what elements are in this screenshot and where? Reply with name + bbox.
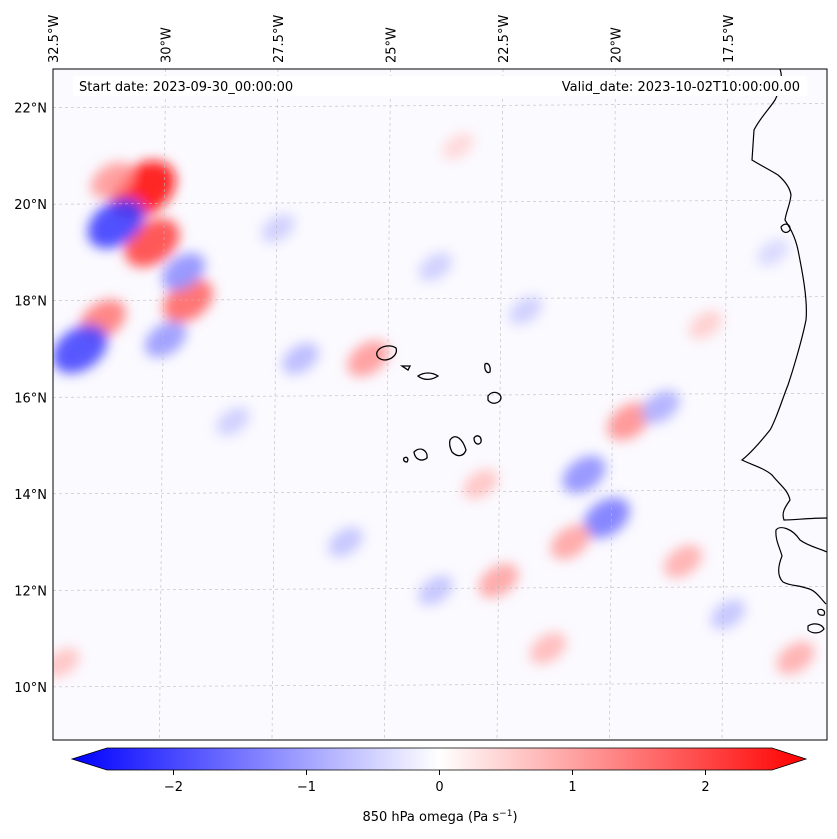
bissagos-islands	[807, 608, 826, 634]
lon-tick-label: 22.5°W	[497, 15, 512, 63]
colorbar-tick-label: −2	[164, 780, 183, 795]
omega-cell-8	[90, 162, 133, 199]
guinea-coastline	[775, 527, 827, 605]
coastal-islet	[780, 223, 791, 233]
lon-tick-label: 32.5°W	[47, 15, 62, 63]
meridian-line-6	[721, 69, 729, 740]
lon-tick-label: 30°W	[160, 27, 175, 63]
island-brava	[402, 456, 409, 463]
colorbar-label: 850 hPa omega (Pa s−1)	[362, 809, 517, 825]
island-sao-nicolau	[416, 372, 440, 381]
lat-tick-label: 12°N	[14, 584, 47, 599]
graticule	[53, 69, 827, 740]
island-sao-vicente	[399, 365, 412, 371]
longitude-tick-labels: 32.5°W 30°W 27.5°W 25°W 22.5°W 20°W 17.5°W	[47, 15, 737, 63]
map-background	[53, 69, 827, 740]
map-frame	[52, 68, 828, 741]
island-fogo	[413, 448, 428, 461]
africa-coastline	[740, 69, 827, 521]
island-boa-vista	[487, 391, 502, 404]
lon-tick-label: 20°W	[610, 27, 625, 63]
meridian-line-2	[271, 69, 279, 740]
omega-cell-2	[87, 198, 145, 249]
island-santiago	[448, 436, 467, 457]
island-santo-antao	[376, 345, 398, 361]
colorbar-tick-label: 2	[701, 780, 709, 795]
latitude-tick-labels: 10°N 12°N 14°N 16°N 18°N 20°N 22°N	[14, 102, 47, 696]
omega-cell-24	[261, 214, 295, 243]
omega-cell-29	[442, 132, 474, 160]
omega-cell-27	[216, 407, 250, 436]
lat-tick-label: 20°N	[14, 198, 47, 213]
meridian-line-5	[609, 69, 616, 740]
coastlines	[740, 69, 827, 634]
meridian-line-0	[53, 69, 54, 103]
start-date-label: Start date: 2023-09-30_00:00:00	[79, 80, 293, 95]
lon-tick-label: 25°W	[385, 27, 400, 63]
omega-cell-6	[144, 321, 187, 358]
omega-cell-21	[328, 527, 363, 558]
colorbar: −2 −1 0 1 2 850 hPa omega (Pa s−1)	[70, 747, 808, 825]
omega-cell-9	[282, 342, 319, 375]
omega-cell-14	[550, 524, 591, 560]
omega-cell-30	[688, 310, 723, 340]
island-maio	[473, 435, 482, 445]
omega-cell-25	[418, 252, 453, 282]
omega-cell-23	[710, 599, 746, 630]
colorbar-ticks: −2 −1 0 1 2	[164, 770, 710, 795]
colorbar-tick-label: 0	[435, 780, 443, 795]
omega-cell-19	[641, 390, 680, 424]
omega-cell-13	[583, 497, 630, 539]
omega-cell-5	[53, 324, 108, 374]
omega-field	[53, 132, 815, 678]
colorbar-body	[70, 747, 808, 771]
lat-tick-label: 14°N	[14, 488, 47, 503]
omega-cell-12	[562, 455, 606, 494]
omega-cell-20	[418, 575, 453, 606]
omega-cell-11	[607, 402, 651, 441]
lon-tick-label: 17.5°W	[722, 15, 737, 63]
lat-tick-label: 10°N	[14, 681, 47, 696]
omega-cell-31	[757, 239, 789, 266]
lat-tick-label: 16°N	[14, 391, 47, 406]
lon-tick-label: 27.5°W	[272, 15, 287, 63]
map-area: Start date: 2023-09-30_00:00:00 Valid_da…	[52, 68, 828, 741]
meridian-line-3	[384, 69, 391, 740]
meridian-line-1	[159, 69, 166, 740]
omega-cell-22	[529, 632, 567, 665]
omega-cell-26	[508, 296, 543, 325]
omega-cell-16	[463, 469, 498, 500]
lat-tick-label: 18°N	[14, 295, 47, 310]
island-sal	[484, 362, 491, 374]
lat-tick-label: 22°N	[14, 102, 47, 117]
meridian-line-4	[496, 69, 504, 740]
omega-cell-18	[776, 641, 815, 675]
date-banner-background	[73, 76, 807, 96]
colorbar-tick-label: 1	[568, 780, 576, 795]
valid-date-label: Valid_date: 2023-10-02T10:00:00.00	[562, 80, 800, 95]
colorbar-tick-label: −1	[297, 780, 316, 795]
omega-cell-7	[161, 252, 206, 291]
omega-cell-17	[663, 544, 703, 578]
cape-verde-islands	[376, 345, 502, 463]
